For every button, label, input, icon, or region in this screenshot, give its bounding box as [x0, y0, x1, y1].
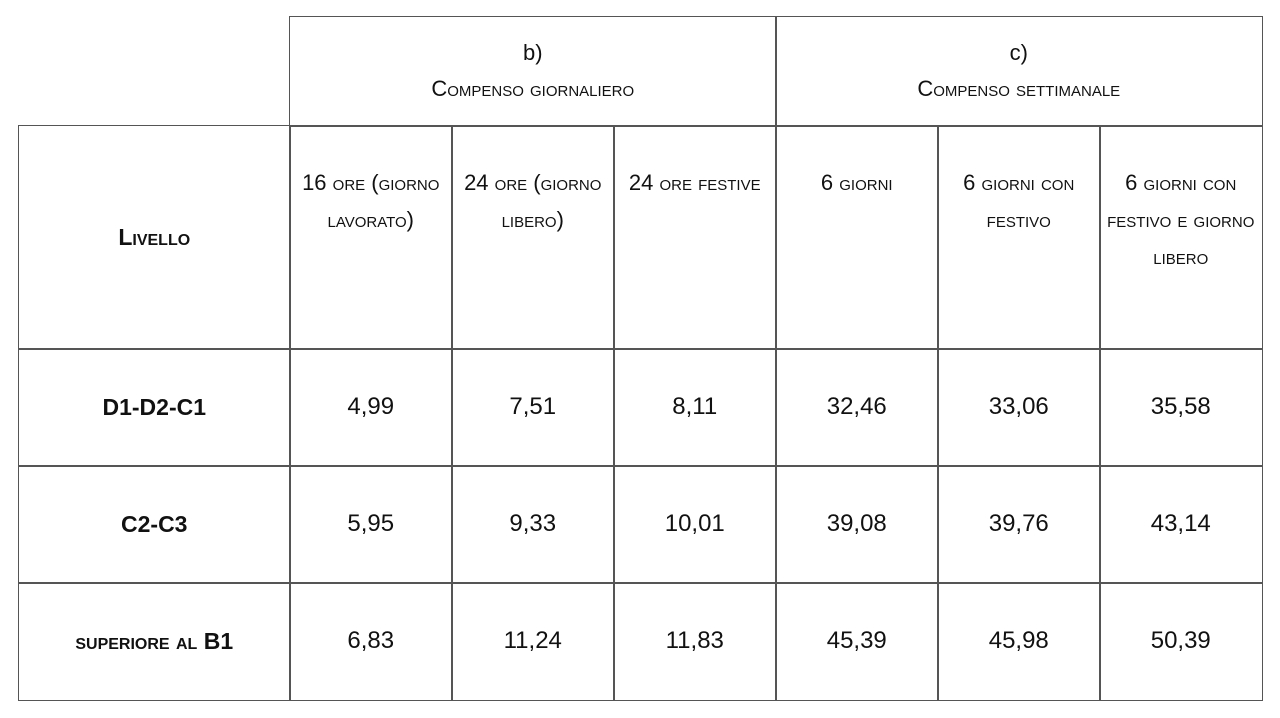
table-cell: 11,83	[613, 582, 777, 701]
table-cell: 32,46	[775, 348, 939, 467]
group-label: b)	[522, 40, 543, 66]
table-cell: 33,06	[937, 348, 1101, 467]
table-cell: 4,99	[289, 348, 453, 467]
column-header: 6 giorni con festivo	[937, 125, 1101, 350]
table-cell: 8,11	[613, 348, 777, 467]
table-cell: 39,08	[775, 465, 939, 584]
row-header: C2-C3	[18, 465, 291, 584]
group-header: b) Compenso giornaliero	[289, 16, 777, 127]
group-header: c) Compenso settimanale	[775, 16, 1263, 127]
table-cell: 11,24	[451, 582, 615, 701]
column-header: 24 ore festive	[613, 125, 777, 350]
column-header: 16 ore (giorno lavorato)	[289, 125, 453, 350]
table-cell: 39,76	[937, 465, 1101, 584]
table-cell: 50,39	[1099, 582, 1263, 701]
table-cell: 9,33	[451, 465, 615, 584]
group-label: c)	[1009, 40, 1028, 66]
group-title: Compenso settimanale	[917, 76, 1121, 102]
table-cell: 43,14	[1099, 465, 1263, 584]
table-cell: 7,51	[451, 348, 615, 467]
table-cell: 35,58	[1099, 348, 1263, 467]
row-header: superiore al B1	[18, 582, 291, 701]
table-cell: 10,01	[613, 465, 777, 584]
column-header: Livello	[18, 125, 291, 350]
group-title: Compenso giornaliero	[431, 76, 635, 102]
table-cell: 6,83	[289, 582, 453, 701]
column-header: 6 giorni	[775, 125, 939, 350]
row-header: D1-D2-C1	[18, 348, 291, 467]
column-header: 6 giorni con festivo e giorno libero	[1099, 125, 1263, 350]
table-cell: 5,95	[289, 465, 453, 584]
column-header: 24 ore (giorno libero)	[451, 125, 615, 350]
table-cell: 45,39	[775, 582, 939, 701]
table-cell: 45,98	[937, 582, 1101, 701]
